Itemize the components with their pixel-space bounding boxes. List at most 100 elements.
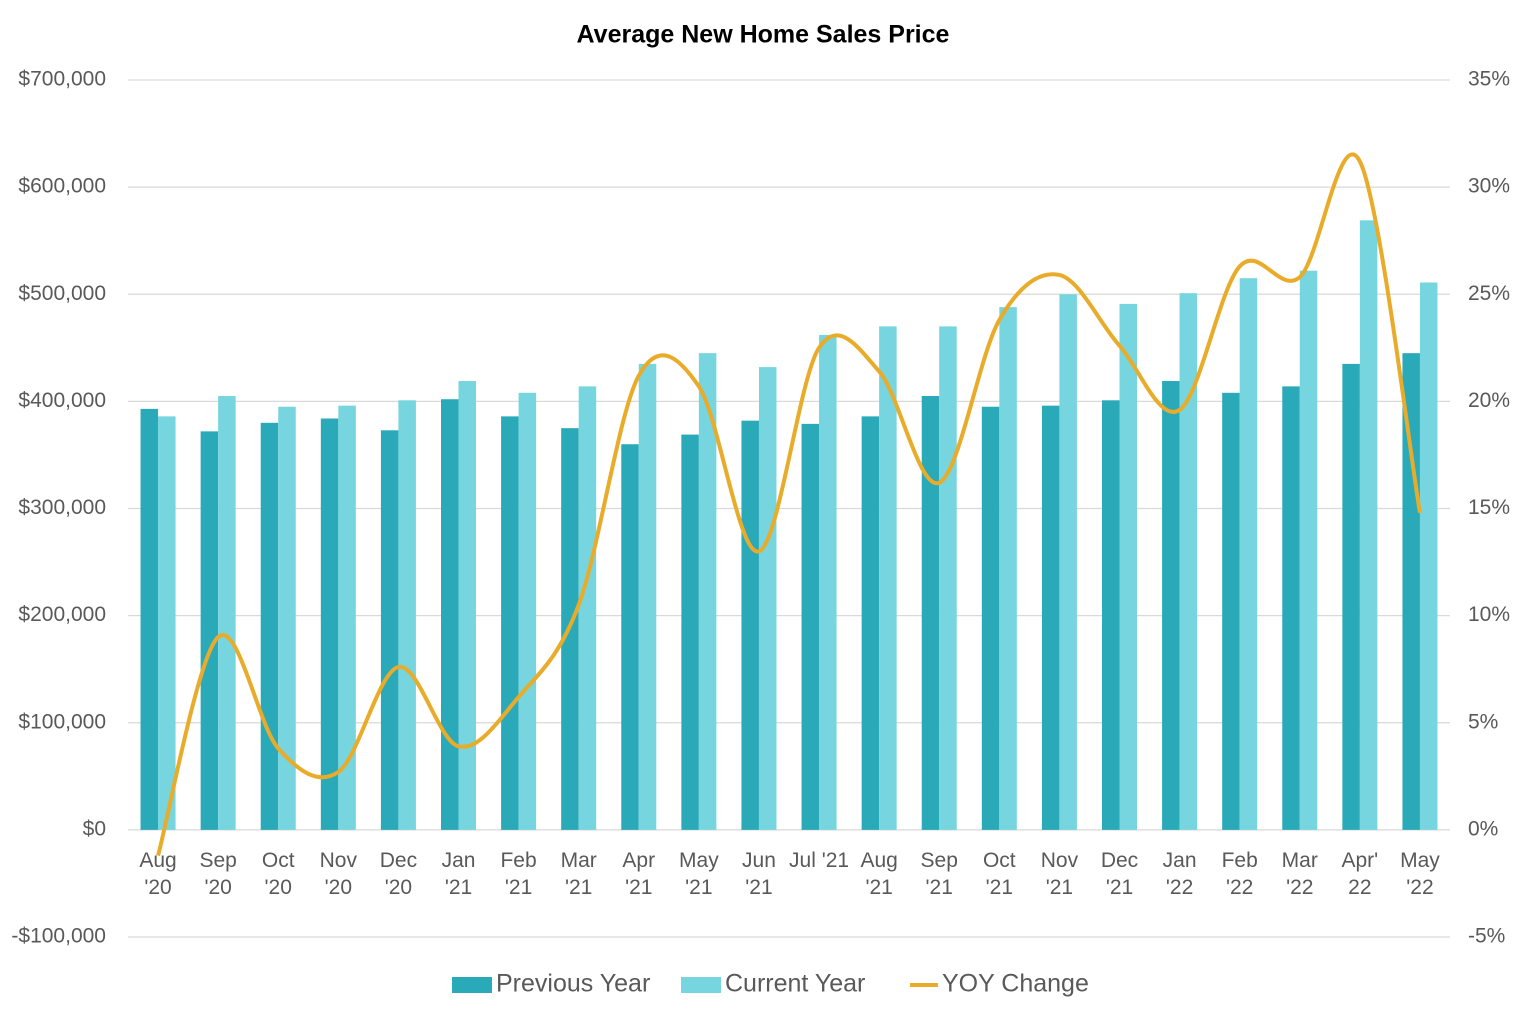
y-tick-label: $700,000 [18,68,106,91]
x-tick-line: Mar [561,849,597,872]
x-tick-line: 22 [1348,876,1371,899]
bar [260,422,279,830]
x-tick-line: '20 [144,876,171,899]
y-tick-label: $300,000 [18,496,106,519]
y2-tick-label: 35% [1468,68,1510,91]
x-tick-line: Aug [860,849,897,872]
x-tick-line: '22 [1166,876,1193,899]
x-tick-line: '21 [1106,876,1133,899]
bar [1162,381,1180,830]
legend-swatch [681,977,721,993]
bar [1179,293,1198,830]
bar [1059,294,1077,830]
x-tick-line: '21 [745,876,772,899]
y2-tick-label: 10% [1468,603,1510,626]
x-tick-label: Oct '21 [983,849,1016,899]
y2-tick-label: -5% [1468,925,1505,948]
y-tick-label: $0 [83,817,106,840]
x-tick-line: Feb [1222,849,1258,872]
y-tick-label: $600,000 [18,175,106,198]
x-tick-line: Jun [742,849,776,872]
y2-tick-label: 15% [1468,496,1510,519]
bar [921,396,940,830]
x-tick-label: Nov '21 [1041,849,1079,899]
x-tick-label: Sep '21 [921,849,958,899]
y2-tick-label: 25% [1468,282,1510,305]
bar [398,400,416,830]
bar [741,420,759,830]
x-tick-line: Sep [921,849,958,872]
bar [801,423,820,830]
bar [518,392,537,830]
x-tick-label: Dec '21 [1101,849,1138,899]
x-tick-line: Oct [262,849,295,872]
x-tick-line: Oct [983,849,1016,872]
x-tick-label: Mar '21 [561,849,597,899]
bar [939,326,957,830]
x-tick-label: Dec '20 [380,849,417,899]
bar [879,326,897,830]
x-tick-line: '21 [926,876,953,899]
bar [1222,392,1240,830]
bar [338,405,356,830]
x-tick-label: Jan '21 [442,849,476,899]
x-tick-line: May [1400,849,1440,872]
bar [1342,363,1360,830]
x-tick-line: '20 [385,876,412,899]
x-tick-line: Dec [1101,849,1138,872]
x-tick-line: Jul '21 [789,849,849,872]
x-tick-line: Mar [1282,849,1318,872]
y-tick-label: $100,000 [18,710,106,733]
y-tick-label: $400,000 [18,389,106,412]
x-tick-line: '21 [685,876,712,899]
x-tick-line: Sep [199,849,236,872]
x-tick-line: '22 [1226,876,1253,899]
legend-swatch [452,977,492,993]
x-tick-label: Jul '21 [789,849,849,872]
x-tick-line: '20 [325,876,352,899]
chart-title: Average New Home Sales Price [577,21,950,49]
line [156,152,1422,857]
x-tick-label: Aug '21 [860,849,897,899]
bar [441,399,459,830]
x-tick-label: May '22 [1400,849,1440,899]
x-tick-line: Jan [1163,849,1197,872]
bar [158,416,176,830]
x-tick-line: Apr' [1342,849,1379,872]
x-tick-line: '21 [1046,876,1073,899]
bar [819,334,837,830]
y-tick-label: $200,000 [18,603,106,626]
bar [1402,353,1420,830]
y2-tick-label: 5% [1468,710,1498,733]
x-tick-line: Nov [320,849,358,872]
x-tick-label: May '21 [679,849,719,899]
x-tick-label: Apr '21 [622,849,655,899]
x-tick-label: Apr' 22 [1342,849,1379,899]
x-tick-line: May [679,849,719,872]
bar [861,416,880,830]
x-tick-label: Feb '21 [500,849,536,899]
bar [1041,405,1060,830]
bar [698,353,717,830]
x-tick-line: Aug [139,849,176,872]
bar [1359,220,1378,830]
x-tick-line: '20 [204,876,231,899]
y2-tick-label: 0% [1468,817,1498,840]
y-tick-label: $500,000 [18,282,106,305]
x-tick-line: '22 [1406,876,1433,899]
bar [1419,282,1438,830]
bar [981,406,1000,830]
bar [621,444,639,830]
x-tick-line: '20 [265,876,292,899]
x-tick-line: '21 [505,876,532,899]
bar [758,367,777,830]
x-tick-line: Feb [500,849,536,872]
x-tick-label: Feb '22 [1222,849,1258,899]
bar [278,406,296,830]
x-tick-line: '21 [986,876,1013,899]
x-tick-label: Oct '20 [262,849,295,899]
x-tick-line: '21 [565,876,592,899]
x-tick-line: '21 [625,876,652,899]
x-tick-label: Sep '20 [199,849,236,899]
